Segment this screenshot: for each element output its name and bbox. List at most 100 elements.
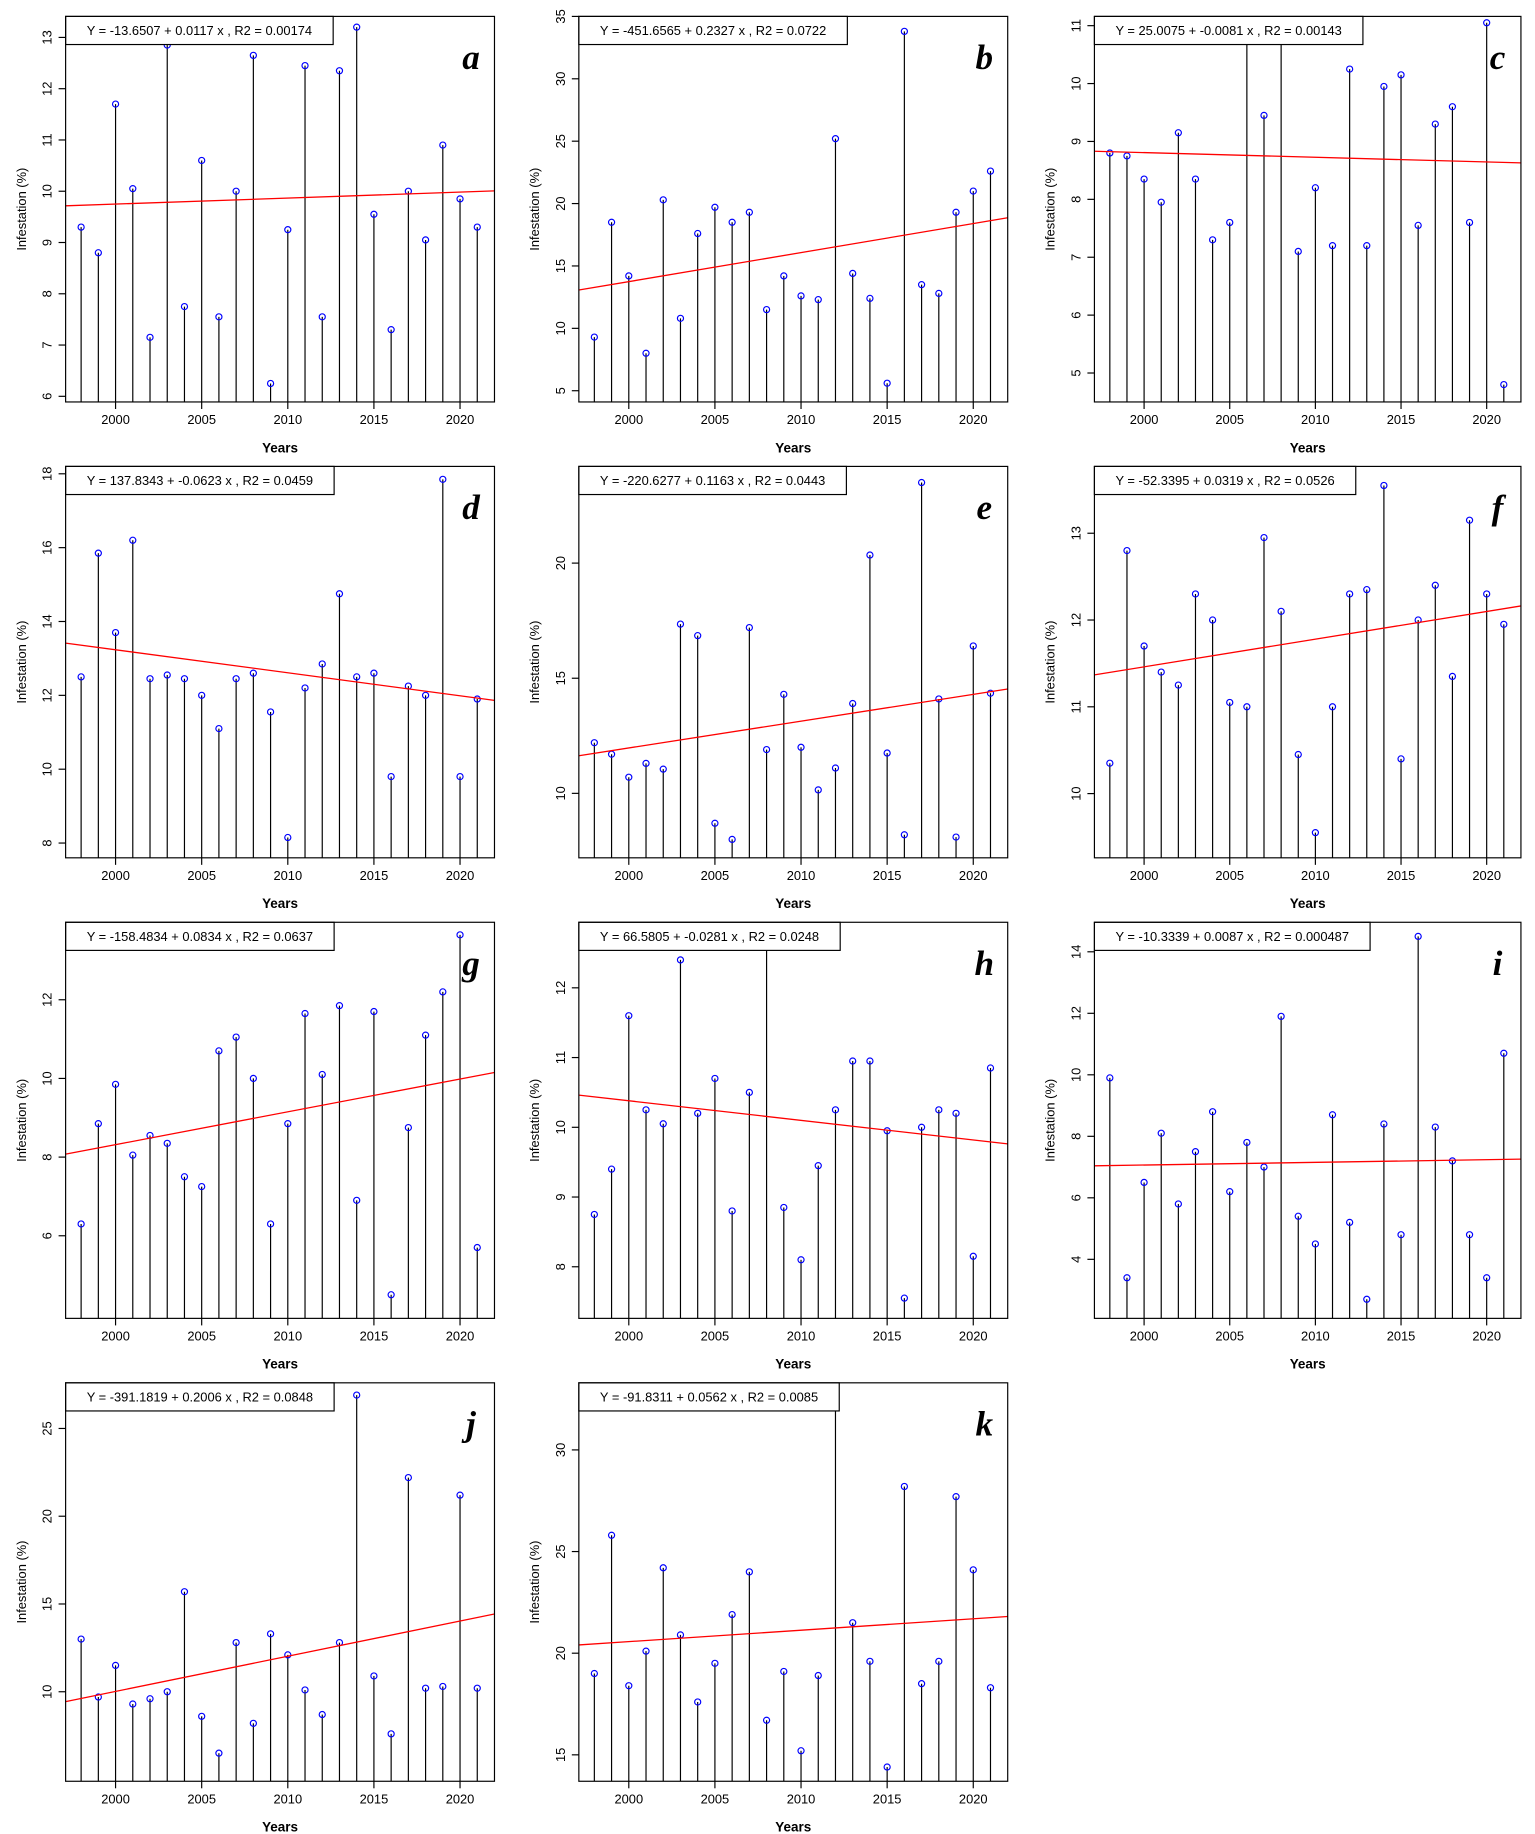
y-tick-label: 12	[553, 981, 568, 995]
point	[711, 1074, 719, 1083]
point	[1431, 1123, 1439, 1131]
point	[301, 684, 309, 692]
point	[215, 1749, 223, 1757]
point	[590, 333, 598, 341]
x-tick-label: 2010	[273, 1792, 302, 1807]
point	[1226, 1188, 1234, 1196]
y-axis-title: Infestation (%)	[1043, 168, 1058, 251]
point	[797, 292, 805, 300]
x-tick-label: 2000	[101, 412, 130, 427]
point	[711, 203, 719, 211]
y-tick-label: 20	[40, 1509, 55, 1523]
x-tick-label: 2005	[701, 1329, 730, 1344]
point	[370, 1007, 378, 1016]
y-tick-label: 10	[1068, 76, 1083, 90]
x-axis-title: Years	[775, 440, 811, 455]
point	[232, 1638, 240, 1647]
point	[146, 333, 154, 341]
plot-area	[65, 1391, 495, 1782]
plot-frame	[578, 921, 1009, 1319]
equation: Y = -391.1819 + 0.2006 x , R2 = 0.0848	[87, 1389, 313, 1404]
point	[642, 349, 650, 357]
point	[745, 208, 753, 216]
x-axis-title: Years	[1290, 896, 1326, 911]
point	[353, 673, 361, 681]
y-tick-label: 14	[40, 614, 55, 628]
point	[94, 249, 102, 257]
point	[473, 1684, 481, 1692]
x-tick-label: 2010	[1301, 412, 1330, 427]
point	[969, 1566, 977, 1574]
point	[952, 208, 960, 216]
point	[198, 156, 206, 165]
point	[866, 1057, 874, 1065]
point	[1106, 1074, 1114, 1082]
x-tick-label: 2015	[873, 1792, 902, 1807]
x-tick-label: 2000	[614, 868, 643, 883]
point	[676, 314, 685, 322]
y-tick-label: 10	[40, 184, 55, 198]
y-tick-label: 8	[1068, 196, 1083, 203]
point	[780, 1667, 788, 1676]
point	[866, 1657, 874, 1665]
x-tick-label: 2005	[187, 412, 216, 427]
point	[180, 1588, 189, 1596]
point	[642, 1106, 650, 1114]
point	[1157, 668, 1165, 676]
point	[797, 1747, 805, 1755]
point	[745, 1088, 753, 1097]
point	[1346, 65, 1354, 73]
panel-label: i	[1493, 944, 1503, 983]
point	[866, 294, 874, 303]
point	[1140, 175, 1148, 183]
trend-line	[578, 1094, 1008, 1145]
point	[421, 691, 430, 699]
y-tick-label: 35	[553, 9, 568, 23]
point	[94, 549, 102, 557]
point	[814, 1162, 822, 1170]
x-axis-title: Years	[262, 1357, 298, 1372]
point	[1243, 703, 1251, 711]
y-tick-label: 30	[553, 1443, 568, 1457]
plot-area	[578, 478, 1008, 858]
point	[814, 296, 822, 304]
point	[284, 1651, 292, 1659]
point	[439, 1682, 447, 1691]
point	[676, 956, 685, 964]
x-tick-label: 2020	[959, 1329, 988, 1344]
y-tick-label: 4	[1068, 1256, 1083, 1263]
y-tick-label: 12	[40, 993, 55, 1007]
x-tick-label: 2005	[701, 1792, 730, 1807]
y-axis-title: Infestation (%)	[14, 1541, 29, 1624]
trend-line	[578, 688, 1008, 757]
x-axis-title: Years	[775, 896, 811, 911]
y-axis-title: Infestation (%)	[527, 168, 542, 251]
point	[762, 305, 771, 314]
point	[1500, 380, 1508, 389]
point	[439, 475, 447, 483]
point	[831, 1106, 840, 1114]
point	[831, 135, 840, 143]
point	[1397, 71, 1405, 79]
point	[642, 1647, 650, 1655]
point	[1431, 120, 1439, 128]
point	[780, 272, 788, 280]
point	[111, 1661, 120, 1670]
x-tick-label: 2005	[187, 868, 216, 883]
point	[404, 1123, 412, 1132]
point	[1414, 221, 1422, 230]
panel: 4 6 8 10 12 14 2000 2005 2010 2015 2020 Infestation…	[1043, 921, 1522, 1372]
x-tick-label: 2020	[446, 1792, 475, 1807]
point	[1260, 533, 1268, 542]
point	[935, 289, 943, 298]
point	[814, 786, 822, 794]
point	[1380, 481, 1388, 490]
point	[249, 669, 257, 677]
point	[1106, 759, 1114, 767]
x-tick-label: 2000	[101, 868, 130, 883]
panel-label: a	[462, 38, 480, 77]
point	[659, 196, 667, 204]
x-tick-label: 2015	[873, 868, 902, 883]
point	[456, 772, 464, 781]
point	[1208, 1108, 1217, 1116]
